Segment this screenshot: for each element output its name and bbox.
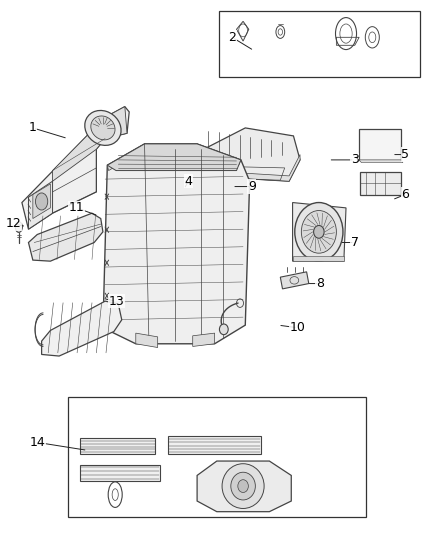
Polygon shape bbox=[359, 160, 403, 163]
Polygon shape bbox=[28, 181, 53, 229]
Text: 12: 12 bbox=[5, 217, 21, 230]
Ellipse shape bbox=[231, 472, 255, 500]
Text: 1: 1 bbox=[29, 122, 37, 134]
Text: 6: 6 bbox=[401, 188, 409, 201]
Bar bbox=[68, 397, 366, 517]
Ellipse shape bbox=[295, 203, 343, 261]
Text: 4: 4 bbox=[184, 175, 192, 188]
Polygon shape bbox=[136, 333, 158, 348]
Polygon shape bbox=[33, 184, 50, 219]
Polygon shape bbox=[107, 144, 241, 171]
Text: 10: 10 bbox=[290, 321, 306, 334]
Polygon shape bbox=[80, 465, 160, 481]
Bar bbox=[359, 129, 401, 160]
Polygon shape bbox=[193, 333, 215, 346]
Polygon shape bbox=[53, 107, 127, 181]
Ellipse shape bbox=[85, 110, 121, 146]
Polygon shape bbox=[204, 128, 300, 181]
Text: 5: 5 bbox=[401, 148, 409, 161]
Polygon shape bbox=[171, 176, 188, 191]
Polygon shape bbox=[80, 438, 155, 454]
Polygon shape bbox=[204, 155, 300, 181]
Text: 14: 14 bbox=[29, 436, 45, 449]
Ellipse shape bbox=[238, 480, 248, 492]
Ellipse shape bbox=[91, 116, 115, 140]
Polygon shape bbox=[22, 107, 129, 229]
Text: 8: 8 bbox=[316, 277, 324, 290]
Bar bbox=[360, 172, 401, 195]
Text: 3: 3 bbox=[351, 154, 359, 166]
Ellipse shape bbox=[35, 193, 48, 210]
Polygon shape bbox=[168, 436, 261, 454]
Polygon shape bbox=[293, 203, 346, 261]
Ellipse shape bbox=[222, 464, 264, 508]
Polygon shape bbox=[293, 256, 344, 261]
Text: 13: 13 bbox=[108, 295, 124, 308]
Polygon shape bbox=[197, 461, 291, 512]
Ellipse shape bbox=[301, 211, 336, 253]
Polygon shape bbox=[42, 301, 122, 356]
Ellipse shape bbox=[219, 324, 228, 335]
Polygon shape bbox=[107, 144, 241, 171]
Polygon shape bbox=[28, 213, 103, 261]
Text: 11: 11 bbox=[69, 201, 85, 214]
Bar bbox=[219, 11, 420, 77]
Text: 7: 7 bbox=[351, 236, 359, 249]
Polygon shape bbox=[103, 144, 250, 344]
Polygon shape bbox=[280, 272, 309, 289]
Text: 2: 2 bbox=[228, 31, 236, 44]
Text: 9: 9 bbox=[248, 180, 256, 193]
Ellipse shape bbox=[15, 222, 22, 232]
Ellipse shape bbox=[314, 225, 324, 238]
